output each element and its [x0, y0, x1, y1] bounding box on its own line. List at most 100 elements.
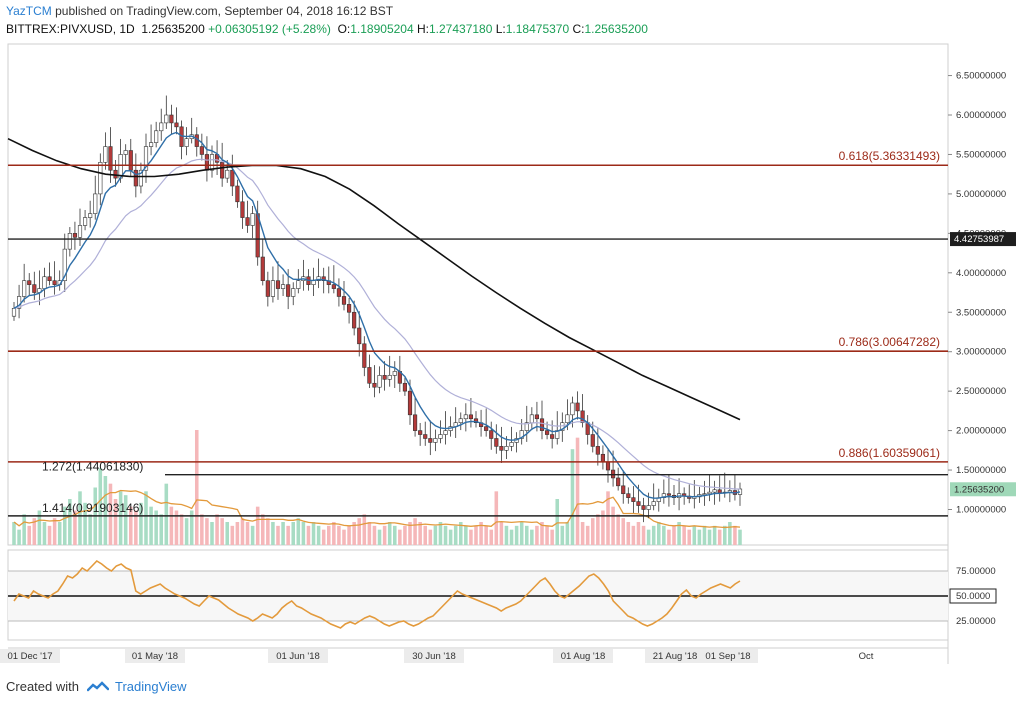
- volume-bar: [433, 525, 438, 545]
- volume-bar: [514, 525, 519, 545]
- candle-body: [133, 169, 138, 187]
- volume-bar: [641, 525, 646, 545]
- candle-body: [565, 414, 570, 424]
- price-tick-label: 2.00000000: [956, 426, 1006, 437]
- volume-bar: [621, 518, 626, 545]
- volume-bar: [301, 522, 306, 545]
- candle-body: [164, 114, 169, 124]
- fib-level-label: 0.618(5.36331493): [839, 149, 940, 163]
- level-label: 1.414(0.91903146): [42, 501, 143, 515]
- slow-ema-line: [13, 158, 740, 490]
- volume-bar: [118, 491, 123, 545]
- candle-body: [225, 169, 230, 179]
- volume-bar: [438, 522, 443, 545]
- candle-body: [377, 375, 382, 388]
- candle-body: [646, 505, 651, 510]
- volume-bar: [692, 525, 697, 545]
- candle-body: [626, 493, 631, 498]
- candle-body: [83, 217, 88, 226]
- volume-bar: [215, 514, 219, 545]
- high-label: H:: [416, 22, 429, 36]
- candle-body: [138, 169, 143, 187]
- volume-bar: [377, 529, 382, 545]
- author-link[interactable]: YazTCM: [6, 4, 52, 18]
- volume-bar: [159, 514, 164, 545]
- candle-body: [641, 505, 646, 510]
- candle-body: [423, 434, 428, 439]
- candle-body: [494, 438, 499, 447]
- volume-bar: [590, 518, 595, 545]
- volume-bar: [321, 529, 326, 545]
- volume-bar: [108, 483, 113, 545]
- time-tick-label: 01 Aug '18: [561, 651, 606, 662]
- candle-body: [362, 343, 367, 368]
- volume-bar: [469, 529, 473, 545]
- candle-body: [468, 414, 473, 420]
- candle-body: [534, 414, 540, 420]
- candle-body: [412, 414, 418, 431]
- volume-bar: [717, 529, 722, 545]
- candle-body: [499, 446, 504, 451]
- candle-body: [27, 280, 32, 285]
- volume-bar: [464, 525, 468, 545]
- price-tick-label: 2.50000000: [956, 386, 1006, 397]
- volume-bar: [428, 529, 433, 545]
- time-tick-label: 01 Jun '18: [276, 651, 320, 662]
- candle-body: [42, 276, 47, 289]
- price-tick-label: 3.00000000: [956, 347, 1006, 358]
- price-change: +0.06305192 (+5.28%): [208, 22, 331, 36]
- candle-body: [600, 453, 606, 463]
- candle-body: [67, 233, 72, 250]
- candle-body: [382, 375, 387, 380]
- volume-bar: [73, 510, 77, 545]
- price-pane: [7, 43, 949, 546]
- volume-bar: [255, 506, 260, 545]
- candle-body: [570, 402, 575, 416]
- volume-bar: [596, 514, 600, 545]
- time-tick-label: 01 Sep '18: [705, 651, 750, 662]
- candle-body: [194, 134, 199, 147]
- symbol-info: BITTREX:PIVXUSD, 1D 1.25635200 +0.063051…: [6, 22, 648, 36]
- volume-bar: [113, 499, 118, 545]
- time-tick-bg: [698, 649, 758, 663]
- candle-body: [367, 367, 372, 384]
- candle-body: [651, 501, 656, 506]
- candle-body: [220, 162, 225, 179]
- candle-body: [666, 493, 672, 496]
- candle-body: [438, 434, 443, 439]
- candle-body: [428, 438, 433, 443]
- candle-body: [524, 422, 529, 431]
- candle-body: [590, 434, 595, 447]
- symbol-name: BITTREX:PIVXUSD, 1D: [6, 22, 135, 36]
- rsi-tick-label: 50.0000: [956, 591, 990, 602]
- volume-bar: [57, 522, 62, 545]
- fib-level-label: 0.886(1.60359061): [839, 446, 940, 460]
- volume-bar: [550, 529, 554, 545]
- tradingview-link[interactable]: TradingView: [114, 679, 187, 694]
- time-tick-bg: [645, 649, 705, 663]
- candle-body: [595, 446, 600, 455]
- candle-body: [260, 256, 265, 281]
- volume-bar: [88, 514, 92, 545]
- publish-info: YazTCM published on TradingView.com, Sep…: [6, 4, 393, 18]
- volume-bar: [392, 525, 397, 545]
- candle-body: [174, 122, 179, 128]
- candle-body: [346, 304, 352, 313]
- volume-bar: [458, 522, 463, 545]
- volume-bar: [585, 525, 590, 545]
- candle-body: [169, 114, 174, 124]
- candle-body: [118, 154, 123, 179]
- candle-body: [11, 308, 17, 317]
- candle-body: [184, 138, 189, 147]
- volume-bar: [560, 525, 565, 545]
- volume-bar: [42, 522, 47, 545]
- volume-bar: [32, 518, 37, 545]
- candle-body: [357, 327, 362, 345]
- candle-body: [341, 296, 347, 305]
- volume-bar: [382, 525, 387, 545]
- volume-bar: [575, 437, 580, 545]
- candle-body: [575, 402, 580, 412]
- rsi-tick-label: 75.00000: [956, 566, 996, 577]
- candle-body: [605, 461, 611, 471]
